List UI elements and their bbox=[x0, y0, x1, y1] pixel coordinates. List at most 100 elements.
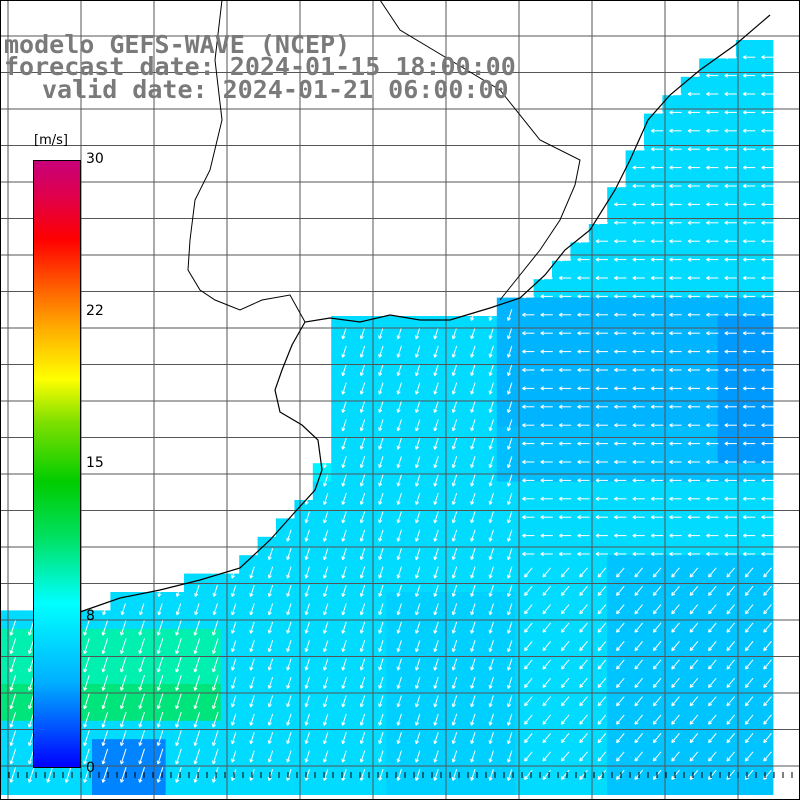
wind-speed-cell bbox=[386, 389, 406, 409]
wind-vector bbox=[396, 566, 402, 579]
wind-speed-cell bbox=[736, 371, 755, 391]
wind-vector bbox=[396, 511, 402, 524]
wind-vector bbox=[488, 695, 494, 708]
wind-vector bbox=[577, 386, 590, 391]
wind-vector bbox=[359, 382, 366, 395]
wind-speed-cell bbox=[349, 463, 369, 483]
wind-vector bbox=[522, 349, 535, 354]
wind-speed-cell bbox=[441, 702, 461, 722]
wind-vector bbox=[359, 511, 366, 524]
wind-vector bbox=[616, 567, 625, 578]
wind-vector bbox=[488, 676, 494, 689]
wind-vector bbox=[671, 677, 680, 688]
wind-vector bbox=[558, 478, 572, 483]
wind-speed-cell bbox=[717, 187, 737, 207]
wind-speed-cell bbox=[736, 536, 755, 556]
wind-speed-cell bbox=[496, 481, 516, 501]
wind-speed-cell bbox=[478, 371, 498, 391]
wind-vector bbox=[249, 640, 255, 653]
wind-speed-cell bbox=[441, 334, 461, 354]
wind-speed-cell bbox=[699, 702, 719, 722]
wind-speed-cell bbox=[570, 389, 590, 409]
wind-speed-cell bbox=[699, 665, 719, 685]
wind-speed-cell bbox=[588, 279, 608, 299]
wind-vector bbox=[451, 713, 458, 726]
wind-vector bbox=[560, 641, 570, 652]
wind-vector bbox=[650, 128, 664, 133]
wind-vector bbox=[669, 257, 682, 262]
wind-speed-cell bbox=[680, 371, 700, 391]
wind-speed-cell bbox=[588, 444, 608, 464]
wind-vector bbox=[323, 676, 329, 689]
wind-speed-cell bbox=[644, 463, 663, 483]
wind-vector bbox=[542, 659, 552, 670]
wind-speed-cell bbox=[625, 168, 645, 188]
wind-speed-cell bbox=[552, 536, 571, 556]
wind-vector bbox=[724, 551, 737, 557]
wind-vector bbox=[9, 656, 17, 673]
wind-vector bbox=[101, 693, 109, 710]
wind-speed-cell bbox=[570, 702, 590, 722]
wind-speed-cell bbox=[220, 665, 240, 685]
wind-speed-cell bbox=[515, 702, 535, 722]
wind-vector bbox=[267, 768, 274, 781]
wind-speed-cell bbox=[662, 408, 682, 427]
wind-vector bbox=[744, 659, 754, 670]
wind-speed-cell bbox=[404, 426, 424, 446]
wind-speed-cell bbox=[754, 444, 774, 464]
wind-speed-cell bbox=[257, 555, 277, 575]
wind-vector bbox=[652, 567, 662, 578]
wind-speed-cell bbox=[736, 518, 755, 538]
wind-vector bbox=[724, 515, 737, 520]
wind-speed-cell bbox=[699, 463, 719, 483]
wind-vector bbox=[101, 711, 109, 728]
wind-speed-cell bbox=[736, 389, 755, 409]
wind-speed-cell bbox=[680, 205, 700, 225]
wind-vector bbox=[415, 382, 421, 395]
wind-speed-cell bbox=[699, 297, 719, 317]
wind-speed-cell bbox=[441, 555, 461, 575]
wind-speed-cell bbox=[699, 224, 719, 243]
wind-vector bbox=[687, 183, 700, 189]
wind-speed-cell bbox=[552, 279, 571, 299]
wind-speed-cell bbox=[607, 592, 627, 611]
wind-speed-cell bbox=[754, 426, 774, 446]
wind-vector bbox=[507, 511, 513, 524]
wind-vector bbox=[175, 619, 182, 636]
wind-vector bbox=[742, 331, 756, 336]
wind-vector bbox=[724, 496, 737, 501]
wind-vector bbox=[212, 603, 218, 616]
wind-vector bbox=[378, 732, 384, 745]
wind-speed-cell bbox=[717, 150, 737, 170]
wind-speed-cell bbox=[460, 444, 479, 464]
wind-speed-cell bbox=[128, 628, 148, 648]
wind-vector bbox=[579, 567, 588, 578]
wind-speed-cell bbox=[496, 352, 516, 372]
wind-vector bbox=[632, 165, 645, 170]
wind-speed-cell bbox=[570, 316, 590, 335]
wind-vector bbox=[378, 584, 384, 597]
wind-speed-cell bbox=[662, 536, 682, 556]
wind-speed-cell bbox=[276, 702, 295, 722]
wind-vector bbox=[286, 621, 292, 634]
wind-speed-cell bbox=[662, 444, 682, 464]
wind-vector bbox=[157, 584, 163, 597]
wind-vector bbox=[488, 603, 494, 616]
wind-vector bbox=[378, 658, 384, 671]
wind-speed-cell bbox=[533, 702, 553, 722]
wind-vector bbox=[286, 750, 292, 763]
wind-vector bbox=[577, 239, 590, 244]
wind-speed-cell bbox=[368, 316, 387, 335]
wind-speed-cell bbox=[294, 555, 314, 575]
wind-speed-cell bbox=[404, 592, 424, 611]
wind-speed-cell bbox=[368, 463, 387, 483]
wind-speed-cell bbox=[368, 776, 387, 795]
wind-speed-cell bbox=[699, 628, 719, 648]
wind-speed-cell bbox=[478, 592, 498, 611]
wind-vector bbox=[359, 713, 366, 726]
wind-vector bbox=[724, 367, 737, 373]
wind-speed-cell bbox=[368, 352, 387, 372]
wind-speed-cell bbox=[644, 702, 663, 722]
wind-speed-cell bbox=[736, 168, 755, 188]
wind-vector bbox=[742, 275, 756, 281]
